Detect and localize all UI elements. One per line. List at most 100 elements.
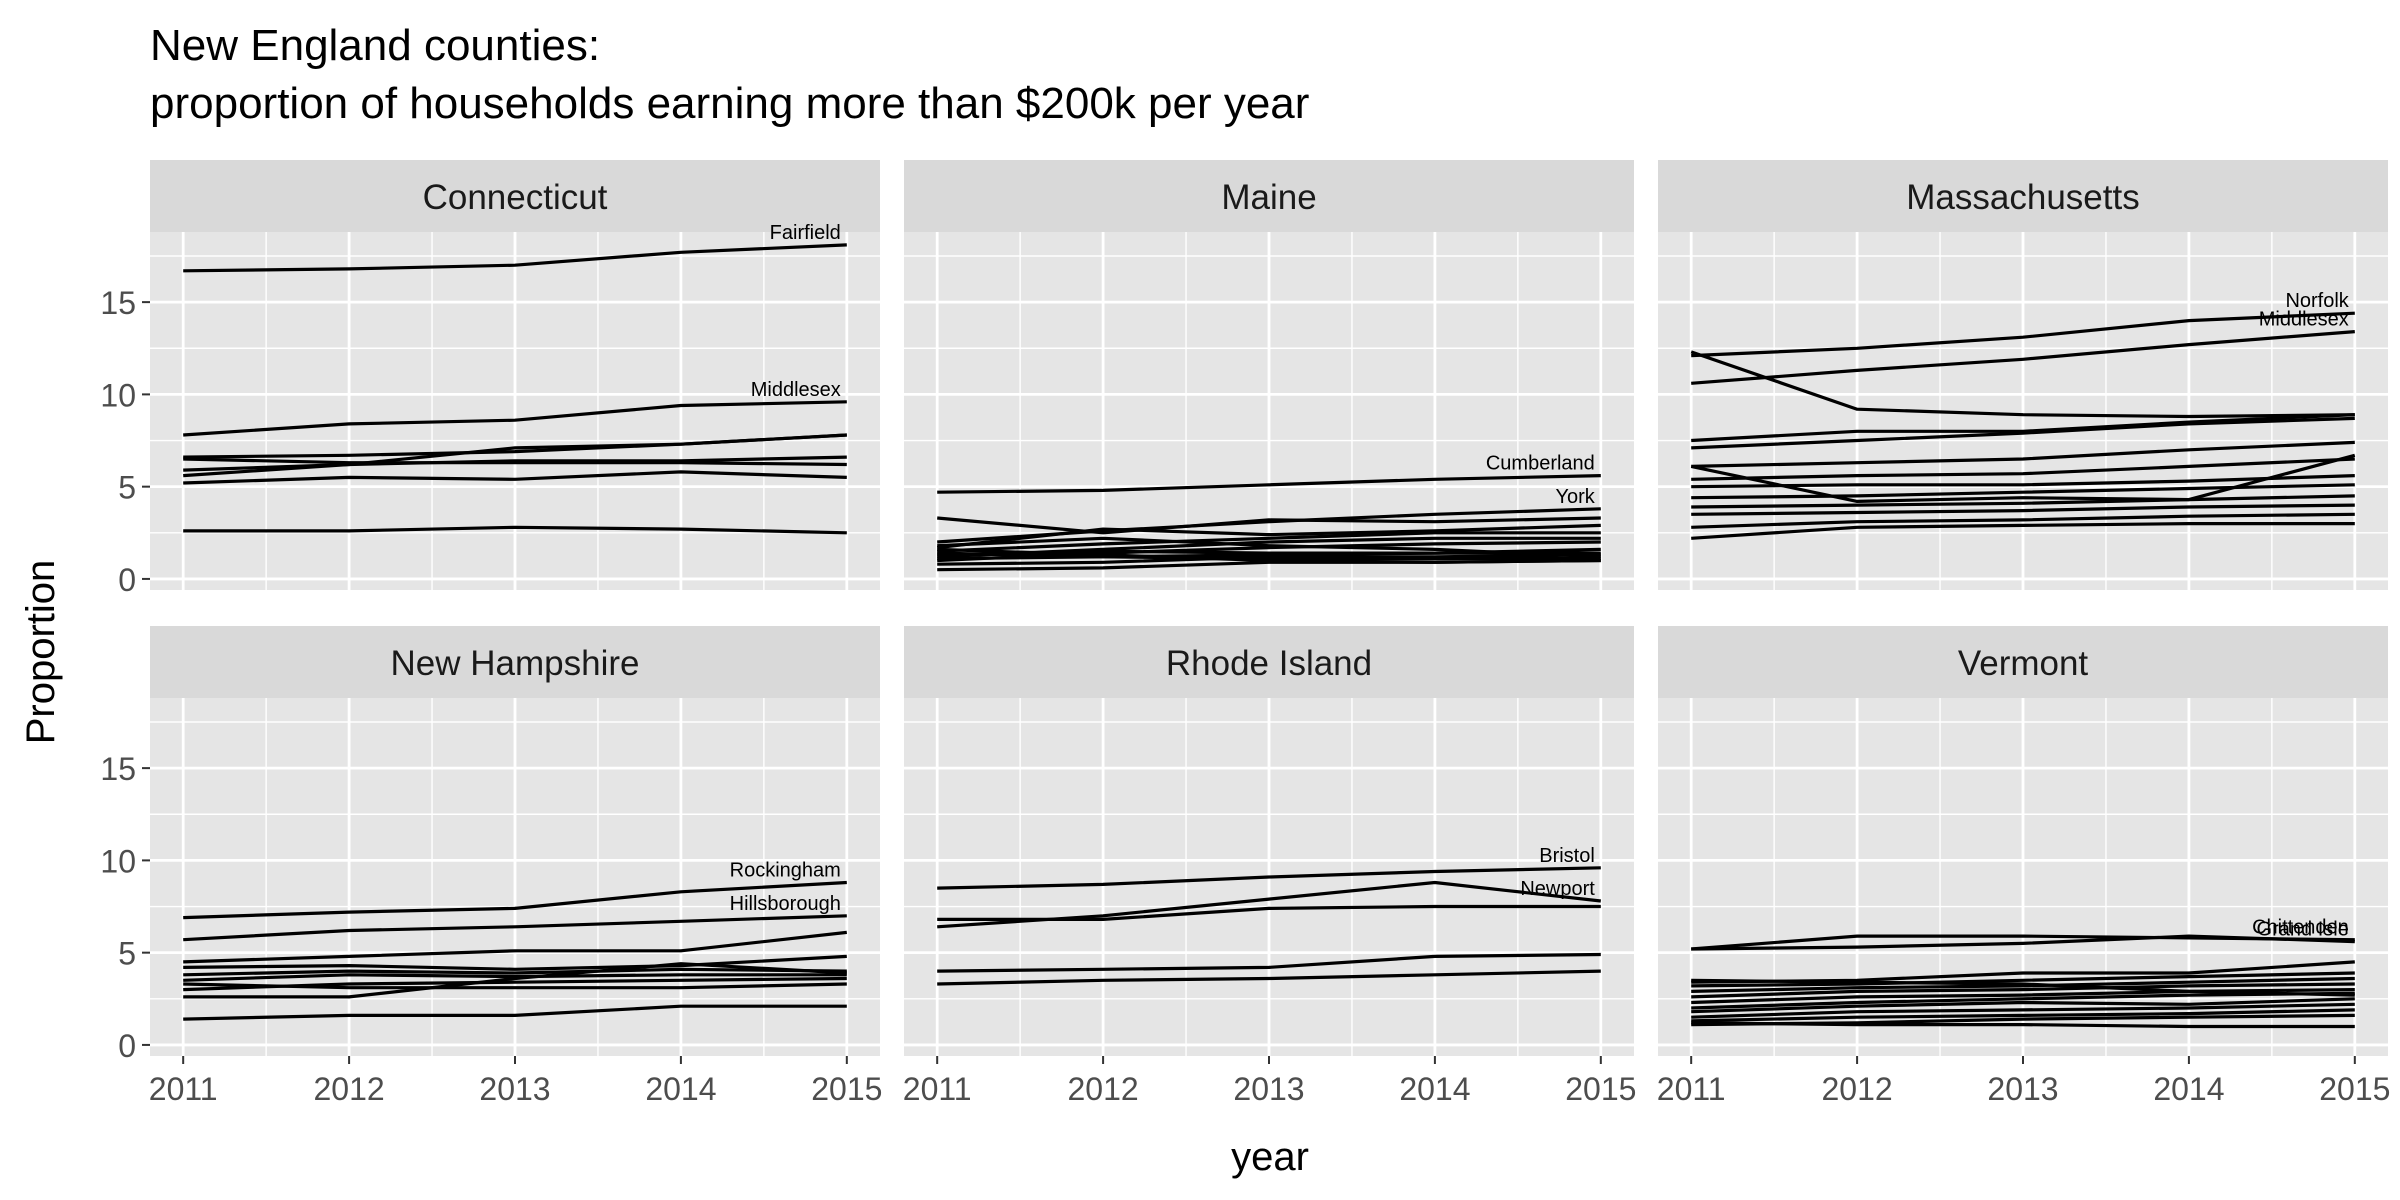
x-tick-label: 2015: [1565, 1071, 1636, 1107]
y-tick-label: 15: [100, 751, 136, 787]
panel-strip: [150, 626, 880, 698]
chart-subtitle: proportion of households earning more th…: [150, 79, 1309, 128]
county-label-middlesex: Middlesex: [751, 379, 841, 401]
series-line-county-4: [183, 954, 847, 971]
y-tick-label: 0: [118, 1028, 136, 1064]
series-line-county-4: [937, 523, 1601, 550]
x-tick-label: 2013: [479, 1071, 550, 1107]
series-line-county-14: [1691, 978, 2355, 997]
x-tick-label: 2012: [313, 1071, 384, 1107]
panel-strip-label: Connecticut: [423, 178, 608, 217]
series-line-county-6: [183, 470, 847, 485]
panel-strip-label: New Hampshire: [391, 644, 640, 683]
x-axis-title: year: [1231, 1135, 1309, 1179]
x-tick-label: 2015: [2319, 1071, 2390, 1107]
series-line-county-10: [183, 1004, 847, 1021]
panel-strip: [904, 626, 1634, 698]
panel-new-hampshire: New Hampshire Rockingham Hillsborough 0 5 10 1…: [100, 626, 882, 1107]
x-tick-label: 2011: [1657, 1071, 1726, 1107]
series-line-county-5: [183, 455, 847, 472]
chart-title: New England counties:: [150, 21, 600, 70]
y-tick-label: 15: [100, 285, 136, 321]
series-line-county-9: [1691, 997, 2355, 1014]
series-line-county-11: [1691, 494, 2355, 509]
series-line-bristol: [937, 866, 1601, 890]
series-line-county-4: [1691, 413, 2355, 443]
series-line-county-4: [183, 433, 847, 478]
county-label-hillsborough: Hillsborough: [730, 893, 841, 915]
panel-strip-label: Maine: [1221, 178, 1316, 217]
series-line-fairfield: [183, 243, 847, 273]
county-label-grand-isle: Grand Isle: [2257, 919, 2349, 941]
series-line-county-7: [183, 457, 847, 467]
series-line-county-8: [183, 982, 847, 990]
series-line-middlesex: [183, 400, 847, 437]
series-line-county-4: [1691, 971, 2355, 988]
series-line-county-3: [937, 904, 1601, 922]
series-line-county-8: [183, 525, 847, 535]
panel-strip: [904, 160, 1634, 232]
series-line-county-8: [1690, 453, 2356, 503]
x-tick-label: 2013: [1233, 1071, 1304, 1107]
series-line-county-14: [1691, 521, 2355, 540]
series-line-county-6: [183, 973, 847, 982]
county-label-cumberland: Cumberland: [1486, 453, 1595, 475]
series-line-county-13: [1691, 512, 2355, 529]
x-tick-label: 2011: [903, 1071, 972, 1107]
panel-strip-label: Massachusetts: [1906, 178, 2139, 217]
series-line-county-10: [1691, 1002, 2355, 1019]
panel-strip: [1658, 160, 2388, 232]
y-tick-label: 5: [118, 936, 136, 972]
series-line-county-11: [937, 551, 1601, 561]
county-label-fairfield: Fairfield: [770, 222, 841, 244]
x-tick-label: 2012: [1067, 1071, 1138, 1107]
series-line-county-14: [937, 536, 1601, 559]
series-line-county-7: [1691, 457, 2355, 481]
series-line-county-11: [1691, 1008, 2355, 1023]
county-label-newport: Newport: [1520, 878, 1595, 900]
county-label-bristol: Bristol: [1539, 845, 1595, 867]
series-line-county-7: [1691, 988, 2355, 1005]
series-line-county-13: [937, 558, 1601, 572]
county-label-norfolk: Norfolk: [2285, 290, 2349, 312]
series-line-county-6: [1691, 440, 2355, 468]
series-line-county-6: [1691, 982, 2355, 999]
series-line-county-9: [1691, 474, 2355, 489]
panel-rhode-island: Rhode Island Bristol Newport 2011 2012 2013 20…: [903, 626, 1636, 1107]
y-tick-label: 10: [100, 377, 136, 413]
series-line-county-13: [1691, 1021, 2355, 1029]
panel-strip-label: Rhode Island: [1166, 644, 1372, 683]
series-line-county-3: [1690, 350, 2355, 419]
series-line-county-5: [937, 531, 1601, 553]
series-line-county-3: [937, 516, 1601, 535]
county-label-middlesex: Middlesex: [2259, 309, 2349, 331]
x-tick-label: 2013: [1987, 1071, 2058, 1107]
x-tick-label: 2011: [149, 1071, 218, 1107]
series-line-county-5: [937, 969, 1601, 986]
panel-connecticut: Connecticut Fairfield Middlesex 0 5 10 15: [100, 160, 880, 598]
series-line-county-3: [183, 930, 847, 964]
series-line-norfolk: [1691, 311, 2355, 358]
series-line-grand-isle: [1691, 934, 2355, 951]
county-label-york: York: [1556, 486, 1596, 508]
county-label-rockingham: Rockingham: [730, 860, 841, 882]
x-tick-label: 2015: [811, 1071, 882, 1107]
y-axis-title: Proportion: [19, 560, 63, 745]
series-line-hillsborough: [183, 914, 847, 942]
panel-strip-label: Vermont: [1958, 644, 2089, 683]
y-tick-label: 0: [118, 562, 136, 598]
series-line-rockingham: [183, 880, 847, 920]
series-line-county-10: [937, 553, 1601, 566]
panels-layer: Connecticut Fairfield Middlesex 0 5 10 15 Maine…: [100, 160, 2390, 1107]
panel-strip: [1658, 626, 2388, 698]
series-line-county-5: [183, 967, 847, 977]
series-line-cumberland: [937, 474, 1601, 494]
panel-maine: Maine Cumberland York: [904, 160, 1634, 590]
series-line-county-5: [1691, 416, 2355, 450]
series-line-county-5: [1691, 976, 2355, 993]
x-tick-label: 2014: [1399, 1071, 1470, 1107]
